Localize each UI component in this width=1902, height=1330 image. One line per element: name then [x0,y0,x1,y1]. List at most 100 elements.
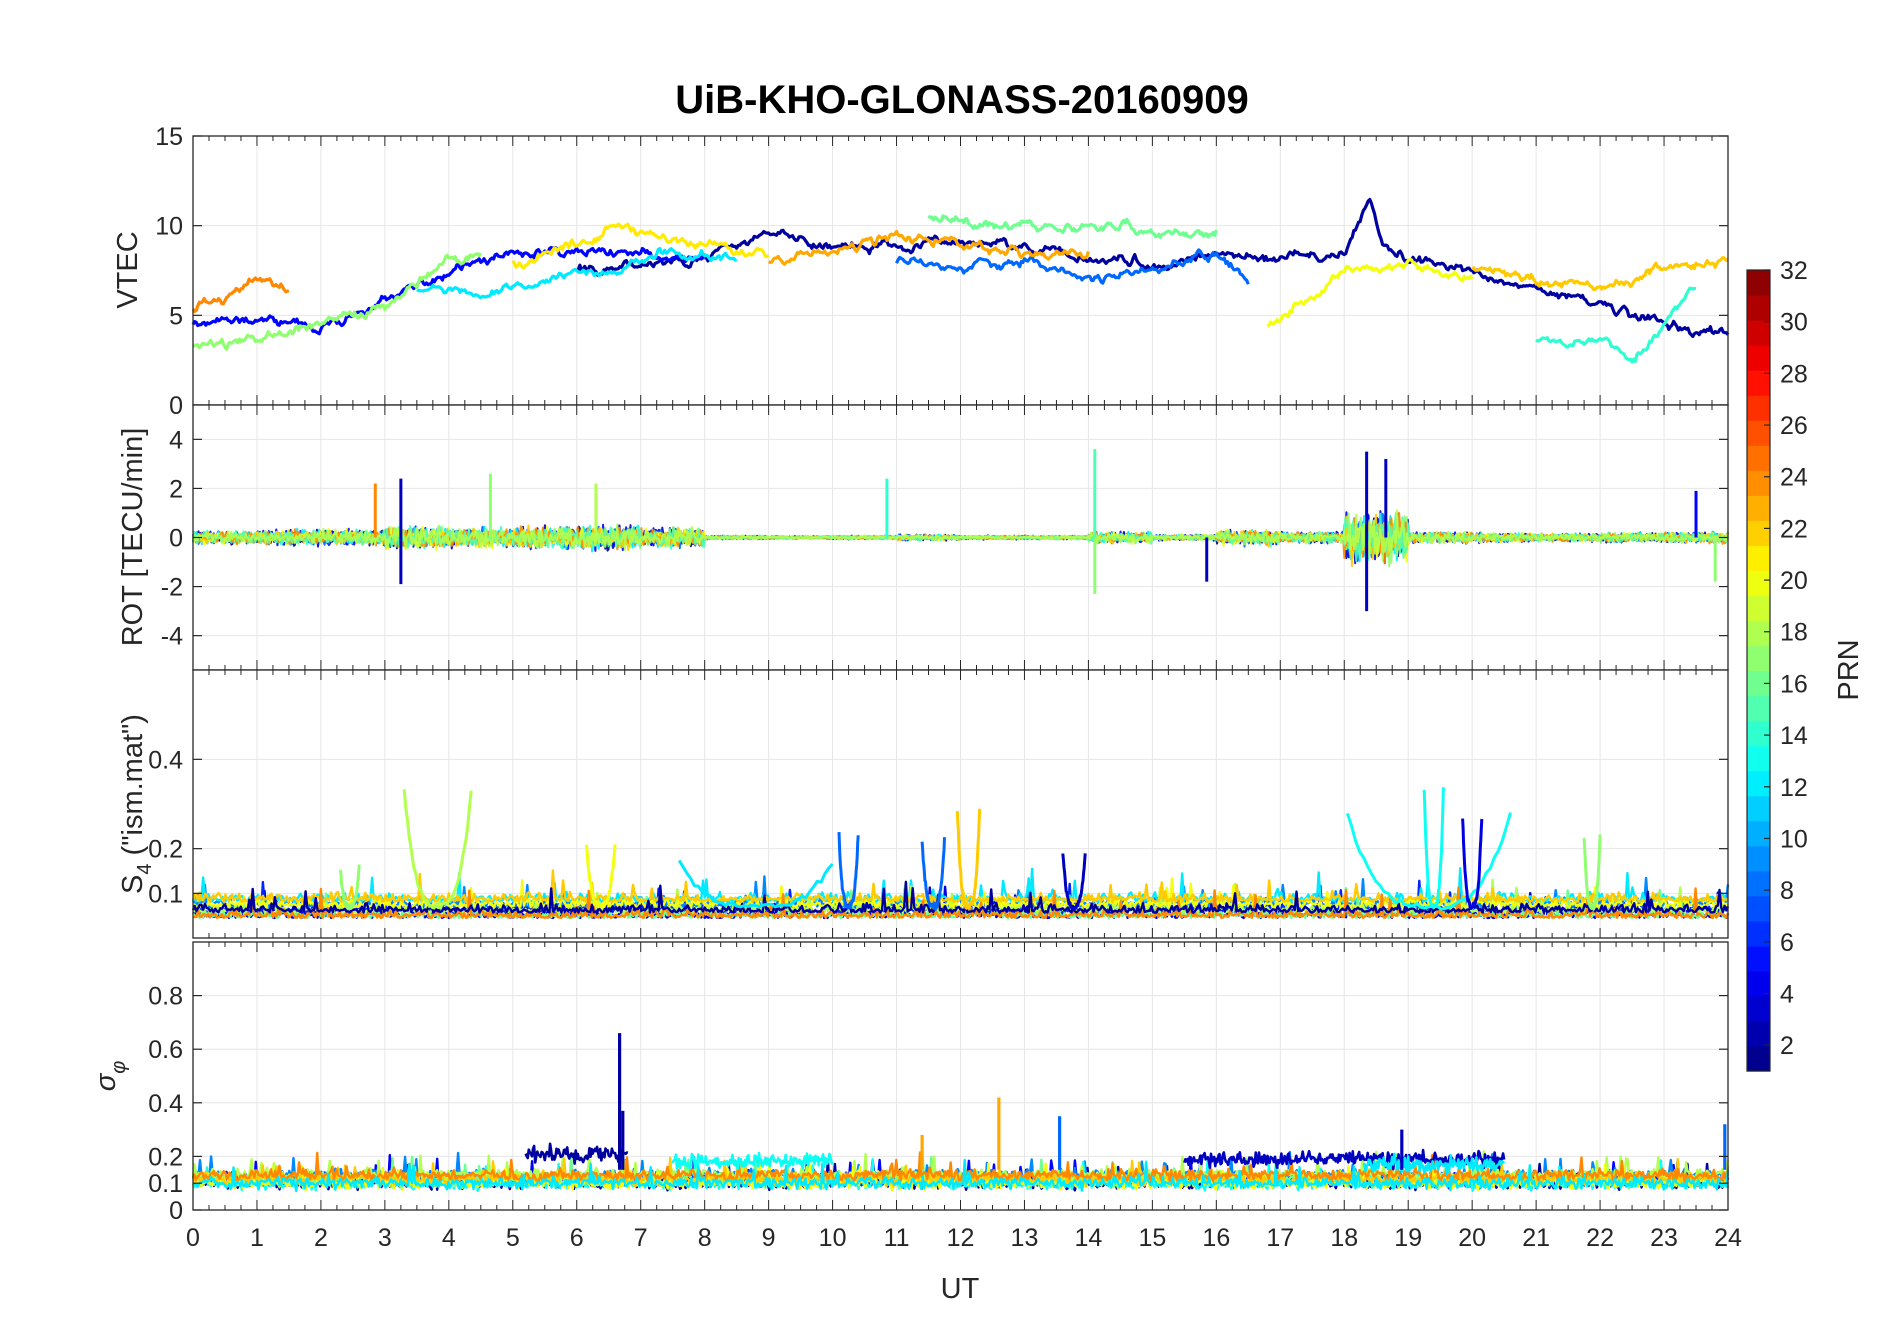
colorbar-tick-label: 20 [1780,567,1808,595]
colorbar-swatch [1747,820,1770,847]
colorbar-swatches [1747,270,1770,1072]
x-tick-label: 14 [1075,1224,1103,1252]
x-tick-label: 2 [314,1224,328,1252]
colorbar-swatch [1747,895,1770,922]
x-tick-label: 19 [1394,1224,1422,1252]
colorbar-swatch [1747,1020,1770,1047]
y-tick-label: 0 [169,525,183,553]
x-tick-label: 1 [250,1224,264,1252]
vtec-series-line [191,276,290,313]
colorbar-swatch [1747,270,1770,296]
colorbar-tick-label: 30 [1780,309,1808,337]
chart-title: UiB-KHO-GLONASS-20160909 [675,78,1249,122]
x-tick-label: 16 [1202,1224,1230,1252]
x-axis-label: UT [941,1273,980,1305]
x-tick-label: 0 [186,1224,200,1252]
colorbar-swatch [1747,745,1770,772]
colorbar-swatch [1747,695,1770,722]
colorbar-swatch [1747,420,1770,446]
s4-ticks: 0.1 0.2 0.4 [148,670,1729,938]
y-tick-label: 0.1 [148,880,183,908]
s4-burst-line [338,864,361,911]
colorbar-swatch [1747,295,1770,321]
colorbar-swatch [1747,720,1770,747]
s4-ylabel: S4 ("ism.mat") [117,714,156,894]
colorbar-swatch [1747,870,1770,897]
sigma-phi-series-line [192,1158,1730,1193]
x-tick-label: 17 [1266,1224,1294,1252]
colorbar-tick-label: 16 [1780,670,1808,698]
colorbar-swatch [1747,920,1770,947]
colorbar-tick-label: 2 [1780,1032,1794,1060]
vtec-grid [193,136,1728,405]
y-tick-label: 0.4 [148,746,183,774]
s4-burst-line [1461,818,1484,910]
sigma-phi-segment-line [671,1151,834,1170]
colorbar-swatch [1747,970,1770,997]
s4-burst-line [1345,812,1512,911]
sigma-phi-ticks: 00.10.20.40.60.80 1 2 3 4 5 6 7 8 9 10 11 12 13 14 15 16… [148,942,1742,1252]
vtec-series-line [1266,258,1474,328]
vtec-series-line [927,214,1218,239]
colorbar-tick-label: 12 [1780,774,1808,802]
x-tick-label: 7 [634,1224,648,1252]
colorbar-swatch [1747,645,1770,672]
vtec-series-line [191,252,483,351]
y-tick-label: 0.8 [148,983,183,1011]
vtec-ylabel: VTEC [112,231,144,308]
colorbar-swatch [1747,570,1770,597]
colorbar-tick-label: 28 [1780,360,1808,388]
x-tick-label: 11 [884,1224,910,1252]
y-tick-label: 15 [155,123,183,151]
colorbar-tick-label: 22 [1780,515,1808,543]
vtec-series-line [416,246,738,300]
s4-burst-line [955,808,982,910]
colorbar-tick-label: 32 [1780,257,1808,285]
s4-burst-line [1061,853,1087,910]
colorbar-tick-label: 4 [1780,980,1794,1008]
colorbar-tick-label: 8 [1780,877,1794,905]
colorbar-tick-label: 26 [1780,412,1808,440]
s4-burst-line [1422,787,1445,909]
rot-ylabel: ROT [TECU/min] [117,428,149,647]
s4-burst-line [677,859,834,909]
x-tick-label: 10 [819,1224,847,1252]
colorbar-swatch [1747,345,1770,371]
x-tick-label: 4 [442,1224,456,1252]
x-tick-label: 5 [506,1224,520,1252]
vtec-panel: 0 5 10 15 VTEC [112,123,1730,420]
x-tick-label: 18 [1330,1224,1358,1252]
s4-burst-line [584,844,617,909]
x-tick-label: 9 [762,1224,776,1252]
x-tick-label: 23 [1650,1224,1678,1252]
rot-series [192,449,1729,612]
vtec-series-line [768,229,1090,266]
colorbar-tick-label: 24 [1780,464,1808,492]
x-tick-label: 6 [570,1224,584,1252]
vtec-series [191,197,1730,364]
sigma-phi-ylabel: σφ [90,1061,130,1092]
s4-burst-line [1582,834,1602,911]
x-tick-label: 8 [698,1224,712,1252]
y-tick-label: 0.2 [148,1143,183,1171]
s4-burst-line [402,789,473,910]
s4-burst-line [837,832,860,910]
y-tick-label: -4 [161,623,183,651]
s4-burst-line [920,837,946,911]
y-tick-label: 0 [169,392,183,420]
x-tick-label: 12 [947,1224,975,1252]
colorbar-swatch [1747,520,1770,546]
colorbar-tick-label: 14 [1780,722,1808,750]
y-tick-label: 5 [169,302,183,330]
colorbar-tick-label: 10 [1780,825,1808,853]
colorbar-swatch [1747,320,1770,346]
colorbar-swatch [1747,495,1770,521]
colorbar-swatch [1747,370,1770,396]
y-tick-label: -2 [161,574,183,602]
colorbar-tick-label: 18 [1780,619,1808,647]
sigma-phi-panel: 00.10.20.40.60.80 1 2 3 4 5 6 7 8 9 10 11 12 13 14 15 16… [90,941,1742,1305]
colorbar-swatch [1747,795,1770,822]
